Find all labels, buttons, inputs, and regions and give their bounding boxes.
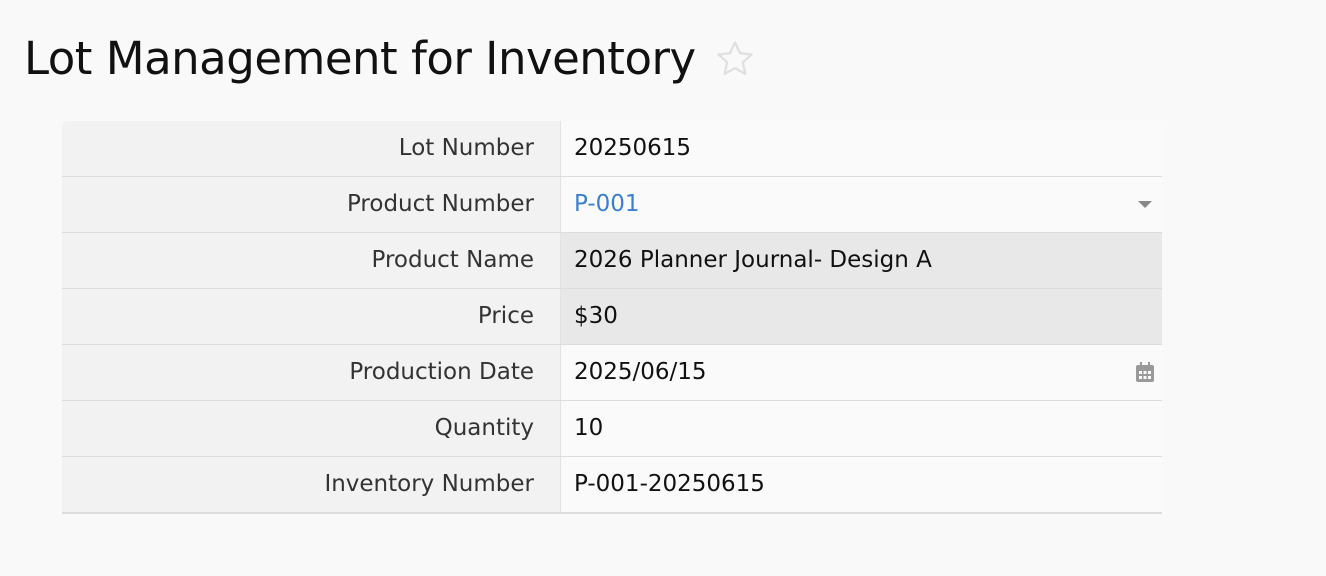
product-number-select[interactable]: P-001 xyxy=(561,177,1162,232)
lot-number-input[interactable]: 20250615 xyxy=(561,121,1162,176)
production-date-value: 2025/06/15 xyxy=(574,359,707,385)
field-inventory-number: Inventory Number P-001-20250615 xyxy=(62,457,1162,514)
field-label: Quantity xyxy=(62,401,561,456)
field-price: Price $30 xyxy=(62,289,1162,345)
field-label: Lot Number xyxy=(62,121,561,176)
page-header: Lot Management for Inventory xyxy=(24,32,756,85)
field-product-name: Product Name 2026 Planner Journal- Desig… xyxy=(62,233,1162,289)
page-title: Lot Management for Inventory xyxy=(24,32,696,85)
quantity-input[interactable]: 10 xyxy=(561,401,1162,456)
field-label: Inventory Number xyxy=(62,457,561,512)
field-quantity: Quantity 10 xyxy=(62,401,1162,457)
field-product-number: Product Number P-001 xyxy=(62,177,1162,233)
field-label: Product Name xyxy=(62,233,561,288)
record-form: Lot Number 20250615 Product Number P-001… xyxy=(62,121,1162,514)
field-label: Product Number xyxy=(62,177,561,232)
production-date-input[interactable]: 2025/06/15 xyxy=(561,345,1162,400)
star-icon[interactable] xyxy=(714,38,756,80)
field-lot-number: Lot Number 20250615 xyxy=(62,121,1162,177)
product-number-link[interactable]: P-001 xyxy=(574,191,640,217)
inventory-number-input[interactable]: P-001-20250615 xyxy=(561,457,1162,512)
chevron-down-icon[interactable] xyxy=(1138,201,1152,208)
field-production-date: Production Date 2025/06/15 xyxy=(62,345,1162,401)
product-name-value: 2026 Planner Journal- Design A xyxy=(561,233,1162,288)
calendar-icon[interactable] xyxy=(1136,362,1154,382)
field-label: Production Date xyxy=(62,345,561,400)
price-value: $30 xyxy=(561,289,1162,344)
field-label: Price xyxy=(62,289,561,344)
